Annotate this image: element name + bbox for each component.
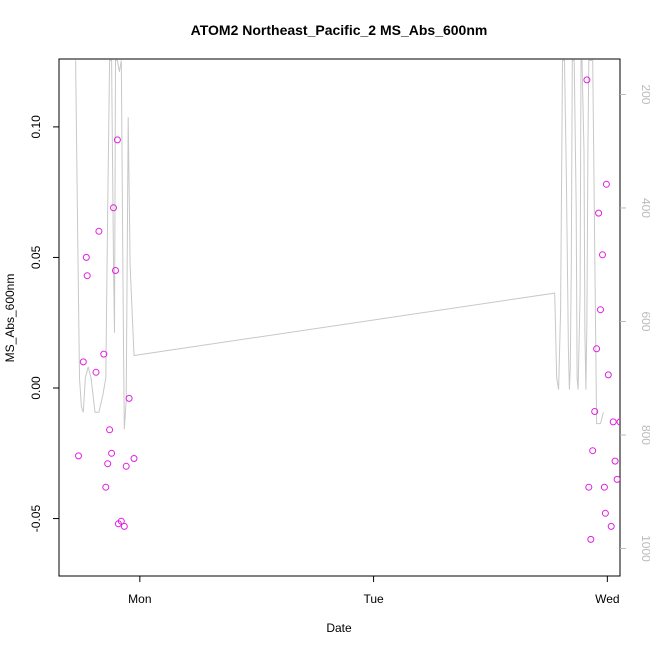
data-point xyxy=(621,375,627,381)
data-point xyxy=(95,227,103,235)
data-point xyxy=(120,522,128,530)
data-point xyxy=(604,371,612,379)
data-point xyxy=(104,460,112,468)
data-point xyxy=(100,350,108,358)
y-axis-left: -0.05 0.00 0.05 0.10 xyxy=(29,115,59,532)
data-point xyxy=(600,483,608,491)
y-tick-label: 0.05 xyxy=(29,245,43,269)
data-point xyxy=(624,557,630,563)
data-point xyxy=(601,509,609,517)
depth-line xyxy=(75,59,604,430)
data-point xyxy=(102,483,110,491)
data-point xyxy=(130,455,138,462)
data-point xyxy=(599,251,606,259)
data-point xyxy=(587,535,595,543)
data-point xyxy=(589,447,597,455)
y2-tick-label: 200 xyxy=(639,84,650,104)
y-tick-label: -0.05 xyxy=(29,505,43,533)
y-tick-label: 0.00 xyxy=(29,376,43,400)
x-tick-label: Tue xyxy=(363,592,384,606)
chart-title: ATOM2 Northeast_Pacific_2 MS_Abs_600nm xyxy=(191,22,488,38)
data-point xyxy=(92,368,100,376)
data-point xyxy=(597,306,604,314)
data-point xyxy=(75,452,82,460)
data-point xyxy=(106,426,114,434)
depth-line-layer xyxy=(75,59,604,430)
y-axis-label: MS_Abs_600nm xyxy=(3,274,17,363)
data-point xyxy=(108,449,116,457)
data-point xyxy=(607,522,615,530)
y2-tick-label: 600 xyxy=(639,311,650,331)
data-point xyxy=(616,418,620,426)
data-point xyxy=(595,209,603,217)
x-axis-label: Date xyxy=(326,621,352,635)
plot-frame xyxy=(58,58,621,577)
data-point xyxy=(79,358,87,366)
y2-tick-label: 800 xyxy=(639,425,650,445)
data-point xyxy=(117,517,125,525)
data-point xyxy=(113,136,121,144)
data-point xyxy=(585,483,593,491)
data-point xyxy=(602,180,610,188)
data-point xyxy=(583,76,591,84)
data-point xyxy=(591,408,599,415)
data-point xyxy=(609,418,617,426)
data-point xyxy=(122,462,130,470)
data-point xyxy=(82,253,90,261)
points-layer xyxy=(75,76,630,563)
data-point xyxy=(83,272,91,280)
x-tick-label: Mon xyxy=(128,592,151,606)
y-tick-label: 0.10 xyxy=(29,115,43,139)
y-axis-right: 200 400 600 800 1000 xyxy=(620,84,650,562)
data-point xyxy=(613,475,620,483)
data-point xyxy=(110,204,117,212)
data-point xyxy=(112,267,119,274)
y2-tick-label: 1000 xyxy=(639,535,650,562)
y2-tick-label: 400 xyxy=(639,198,650,218)
x-tick-label: Wed xyxy=(595,592,619,606)
data-point xyxy=(125,394,133,402)
data-point xyxy=(611,457,619,465)
data-point xyxy=(593,345,601,353)
x-axis: Mon Tue Wed xyxy=(128,576,620,606)
